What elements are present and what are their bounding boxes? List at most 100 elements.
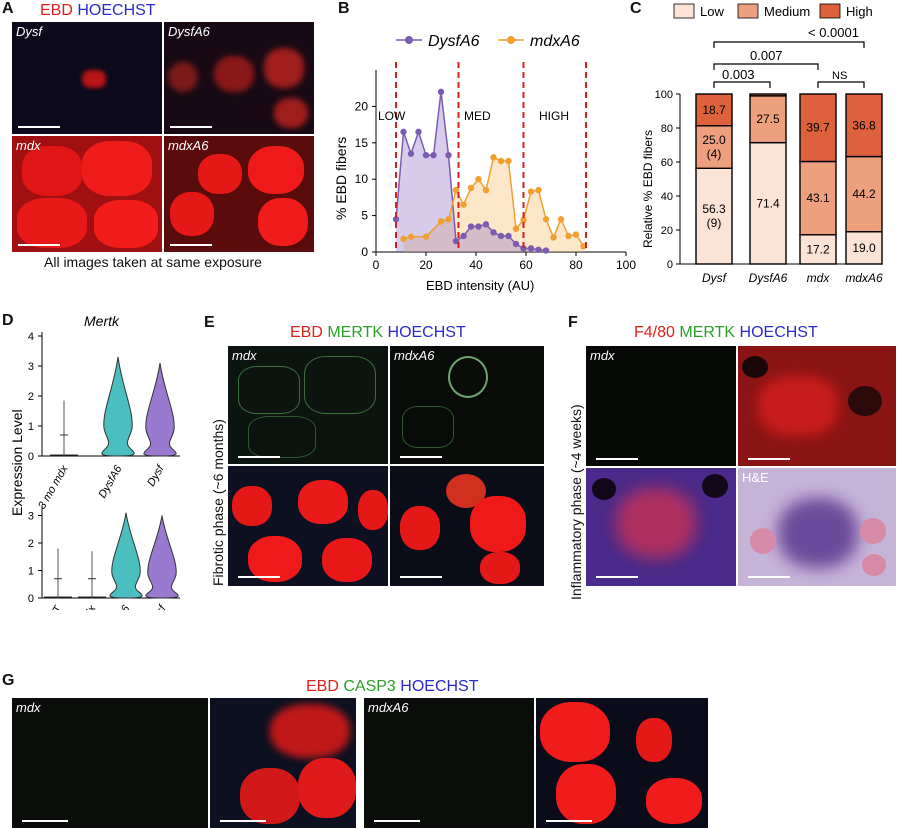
micrograph-a-mdx: mdx (12, 136, 162, 252)
data-point-dysfa6 (430, 151, 437, 159)
x-axis-label: EBD intensity (AU) (426, 278, 534, 293)
micrograph-label: mdxA6 (394, 348, 435, 363)
area-mdxa6 (403, 157, 584, 252)
data-point-mdxa6 (535, 186, 542, 194)
bar-data-label: 18.7 (702, 103, 726, 117)
bar-data-label: 36.8 (852, 118, 876, 132)
scale-bar (238, 576, 280, 578)
y-tick-label: 4 (28, 331, 34, 343)
bar-high (845, 93, 883, 158)
data-point-mdxa6 (505, 157, 512, 165)
panel-d-label: D (2, 312, 14, 329)
y-tick-label: 20 (661, 225, 673, 237)
data-point-dysfa6 (437, 88, 445, 96)
panel-c-chart: Low Medium High < 0.0001 0.007 0.003 NS … (641, 3, 883, 285)
x-tick-label: 20 (419, 258, 433, 272)
title-hoechst: HOECHST (383, 324, 466, 341)
data-point-mdxa6 (497, 157, 505, 165)
bar-medium (845, 155, 883, 233)
micrograph-label: DysfA6 (168, 24, 210, 39)
y-tick-label: 5 (361, 209, 368, 223)
panel-f-label: F (568, 314, 578, 331)
violin-dysf (145, 515, 179, 599)
scale-bar (400, 456, 442, 458)
x-tick-label: DysfA6 (96, 463, 125, 500)
x-tick-label: 4 wk mdx (65, 603, 99, 610)
micrograph-e-mdx-merge (228, 466, 388, 586)
bar-data-label: 27.5 (756, 112, 780, 126)
bar-data-label: (4) (707, 147, 722, 161)
bar-data-label: (9) (707, 216, 722, 230)
x-tick-label: Dysf (147, 603, 169, 610)
data-point-mdxa6 (550, 234, 557, 241)
bar-data-label: 56.3 (702, 202, 726, 216)
legend-marker-mdxa6 (507, 36, 515, 44)
data-point-mdxa6 (482, 186, 490, 194)
micrograph-label: mdxA6 (168, 138, 209, 153)
bar-data-label: 25.0 (702, 133, 726, 147)
title-mertk: MERTK (322, 324, 384, 341)
micrograph-label: mdx (16, 700, 41, 715)
y-tick-label: 3 (28, 511, 34, 523)
legend-label-dysfa6: DysfA6 (428, 33, 480, 50)
data-point-dysfa6 (475, 223, 482, 230)
area-dysfa6 (396, 91, 546, 252)
y-tick-label: 2 (28, 391, 34, 403)
legend-label-mdxa6: mdxA6 (530, 33, 580, 50)
scale-bar (170, 244, 212, 246)
scale-bar (546, 820, 592, 822)
micrograph-label: mdx (16, 138, 41, 153)
data-point-mdxa6 (400, 235, 407, 243)
micrograph-label: mdx (232, 348, 257, 363)
micrograph-g-mdxa6-merge (536, 698, 708, 828)
data-point-dysfa6 (467, 223, 475, 230)
bar-low (845, 230, 883, 265)
bracket-label-p3: 0.003 (722, 67, 755, 82)
data-point-mdxa6 (445, 216, 452, 223)
panel-b-label: B (338, 0, 350, 17)
y-tick-label: 0 (361, 245, 368, 259)
y-tick-label: 2 (28, 538, 34, 550)
data-point-mdxa6 (422, 233, 430, 240)
micrograph-label: Dysf (16, 24, 42, 39)
micrograph-label: H&E (742, 470, 769, 485)
x-tick-label: 40 (469, 258, 483, 272)
bar-medium (799, 160, 837, 236)
bracket-label-p1: < 0.0001 (808, 25, 859, 40)
scale-bar (238, 456, 280, 458)
x-tick-label: 3 mo mdx (36, 463, 71, 511)
micrograph-f-red (738, 346, 896, 466)
micrograph-g-mdx-green: mdx (12, 698, 208, 828)
micrograph-g-mdx-merge (210, 698, 356, 828)
violin-title: Mertk (84, 313, 120, 329)
x-tick-label: mdxA6 (845, 271, 883, 285)
panel-a-title-hoechst: HOECHST (72, 2, 156, 19)
bar-data-label: 44.2 (852, 187, 876, 201)
significance-brackets: < 0.0001 0.007 0.003 NS (713, 25, 865, 88)
legend-swatch-medium (737, 3, 759, 19)
y-tick-label: 60 (661, 157, 673, 169)
data-point-dysfa6 (415, 128, 422, 136)
title-f480: F4/80 (634, 324, 675, 341)
data-point-mdxa6 (407, 233, 415, 240)
scale-bar (18, 244, 60, 246)
y-tick-label: 100 (655, 89, 673, 101)
title-mertk: MERTK (674, 324, 736, 341)
panel-a-label: A (2, 0, 14, 17)
data-point-dysfa6 (505, 232, 512, 240)
bar-high (695, 93, 733, 127)
y-tick-label: 40 (661, 191, 673, 203)
panel-d-violin: Mertk Expression Level 0 1 2 3 4 3 mo mdx Dysf… (9, 313, 180, 610)
bracket-mdx-mdxa6 (817, 81, 865, 88)
scale-bar (374, 820, 420, 822)
data-point-dysfa6 (512, 240, 520, 248)
micrograph-g-mdxa6-green: mdxA6 (364, 698, 534, 828)
legend-swatch-high (819, 3, 841, 19)
y-tick-label: 3 (28, 361, 34, 373)
x-tick-label: Dysf (145, 463, 167, 489)
data-point-dysfa6 (460, 232, 467, 240)
data-point-dysfa6 (392, 216, 400, 223)
micrograph-a-mdxa6: mdxA6 (164, 136, 314, 252)
panel-g-label: G (2, 672, 15, 689)
data-point-mdxa6 (527, 188, 535, 195)
